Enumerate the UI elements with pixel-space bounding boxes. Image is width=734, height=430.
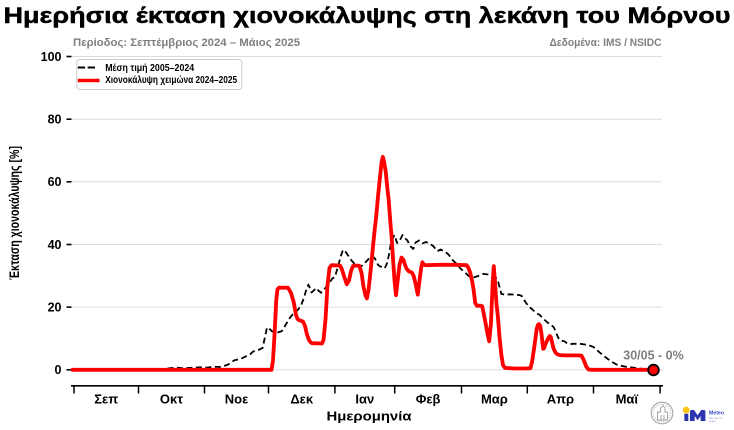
svg-text:Ιαν: Ιαν [355,392,374,407]
svg-text:καιρό: καιρό [709,419,716,423]
svg-text:Σεπ: Σεπ [94,392,118,407]
svg-text:Απρ: Απρ [547,392,574,407]
svg-text:Έκταση χιονοκάλυψης [%]: Έκταση χιονοκάλυψης [%] [7,146,22,280]
svg-text:Meteo: Meteo [709,411,724,417]
svg-text:80: 80 [48,113,62,127]
svg-text:Οκτ: Οκτ [160,392,183,407]
svg-text:0: 0 [55,363,62,377]
svg-text:Δεδομένα: IMS / NSIDC: Δεδομένα: IMS / NSIDC [550,37,662,49]
svg-text:Φεβ: Φεβ [416,392,441,407]
svg-text:Μαρ: Μαρ [481,392,508,407]
svg-text:Ημερομηνία: Ημερομηνία [327,409,412,424]
svg-text:100: 100 [41,50,62,64]
svg-text:Site για τον: Site για τον [709,416,724,420]
svg-text:Δεκ: Δεκ [290,392,314,407]
svg-text:Χιονοκάλυψη χειμώνα 2024–2025: Χιονοκάλυψη χειμώνα 2024–2025 [105,75,237,86]
svg-text:Περίοδος: Σεπτέμβριος 2024 – Μ: Περίοδος: Σεπτέμβριος 2024 – Μάιος 2025 [73,37,300,49]
svg-text:30/05 - 0%: 30/05 - 0% [623,349,683,363]
svg-text:20: 20 [48,300,62,314]
svg-text:Νοε: Νοε [225,392,249,407]
svg-text:40: 40 [48,238,62,252]
svg-text:Μέση τιμή 2005–2024: Μέση τιμή 2005–2024 [105,63,194,74]
svg-text:Ημερήσια έκταση χιονοκάλυψης σ: Ημερήσια έκταση χιονοκάλυψης στη λεκάνη … [4,3,731,28]
svg-text:60: 60 [48,175,62,189]
svg-text:Μαϊ: Μαϊ [616,392,639,407]
